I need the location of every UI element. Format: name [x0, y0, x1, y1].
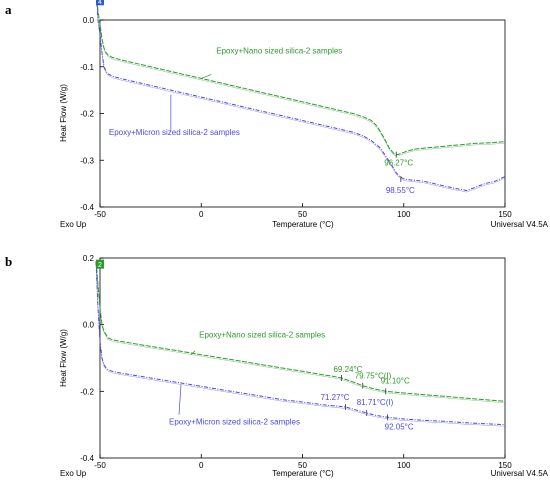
series-line-micron-trace	[96, 0, 506, 193]
series-line-micron	[95, 261, 506, 426]
svg-text:69.24°C: 69.24°C	[333, 365, 362, 374]
svg-text:4: 4	[98, 0, 102, 6]
y-axis-label-b: Heat Flow (W/g)	[59, 329, 68, 387]
svg-text:Epoxy+Micron sized silica-2 sa: Epoxy+Micron sized silica-2 samples	[169, 418, 300, 427]
svg-text:79.75°C(I): 79.75°C(I)	[355, 372, 392, 381]
svg-text:91.10°C: 91.10°C	[381, 376, 410, 385]
transition-temperature-label: 92.05°C	[385, 414, 414, 431]
chart-marks-b: 2 Epoxy+Nano sized silica-2 samples Epoxy+…	[95, 259, 506, 431]
y-tick-label: -0.4	[80, 203, 94, 212]
series-label: Epoxy+Nano sized silica-2 samples	[190, 331, 325, 355]
y-tick-label: -0.2	[80, 387, 94, 396]
series-line-nano	[96, 0, 506, 156]
exo-up-label-a: Exo Up	[60, 220, 87, 229]
y-tick-label: -0.1	[80, 63, 94, 72]
svg-text:Epoxy+Nano sized silica-2 samp: Epoxy+Nano sized silica-2 samples	[199, 331, 325, 340]
y-tick-label: -0.3	[80, 156, 94, 165]
x-tick-label: -50	[94, 210, 106, 219]
x-tick-label: 0	[199, 461, 204, 470]
svg-text:96.27°C: 96.27°C	[384, 159, 413, 168]
x-tick-label: -50	[94, 461, 106, 470]
svg-text:71.27°C: 71.27°C	[321, 393, 350, 402]
series-line-nano-trace	[96, 0, 506, 157]
x-tick-label: 150	[498, 461, 512, 470]
svg-text:Epoxy+Nano sized silica-2 samp: Epoxy+Nano sized silica-2 samples	[216, 46, 342, 55]
transition-temperature-label: 79.75°C(I)	[355, 372, 392, 389]
x-tick-label: 0	[199, 210, 204, 219]
software-version-label-a: Universal V4.5A	[491, 220, 549, 229]
transition-temperature-label: 71.27°C	[321, 393, 350, 410]
chart-marks-a: 4 Epoxy+Nano sized silica-2 samples Epoxy+…	[96, 0, 506, 195]
y-tick-label: 0.0	[83, 16, 95, 25]
plot-frame-b	[99, 257, 506, 459]
series-label: Epoxy+Micron sized silica-2 samples	[169, 384, 300, 427]
x-axis-label-b: Temperature (°C)	[272, 469, 334, 478]
svg-text:92.05°C: 92.05°C	[385, 422, 414, 431]
series-line-nano	[95, 261, 506, 402]
panel-letter-a: a	[5, 2, 12, 17]
y-tick-label: -0.4	[80, 454, 94, 463]
x-tick-label: 100	[397, 461, 411, 470]
series-line-micron-trace	[95, 262, 506, 427]
transition-temperature-label: 69.24°C	[333, 365, 363, 381]
x-tick-label: 100	[397, 210, 411, 219]
axis-ticks-b: -50 0 50 100 150 0.2 0.0 -0.2 -0.4	[80, 254, 512, 470]
series-line-nano-trace	[95, 262, 506, 404]
y-tick-label: 0.2	[83, 254, 95, 263]
series-label: Epoxy+Micron sized silica-2 samples	[109, 94, 240, 137]
svg-text:98.55°C: 98.55°C	[386, 186, 415, 195]
panel-a: a -50 0 50 100 150 0.0 -0.1 -0.2 -0.3 -0.4 4 Epoxy…	[5, 0, 549, 229]
series-label: Epoxy+Nano sized silica-2 samples	[201, 46, 342, 79]
x-axis-label-a: Temperature (°C)	[272, 220, 334, 229]
svg-text:2: 2	[98, 262, 102, 269]
x-tick-label: 150	[498, 210, 512, 219]
curve-marker-tag: 2	[96, 259, 104, 269]
series-line-micron	[96, 0, 506, 192]
panel-letter-b: b	[5, 254, 12, 269]
curve-marker-tag: 4	[96, 0, 104, 6]
y-axis-label-a: Heat Flow (W/g)	[59, 84, 68, 142]
panel-b: b -50 0 50 100 150 0.2 0.0 -0.2 -0.4 2 Epoxy+Nano…	[5, 254, 549, 478]
y-tick-label: -0.2	[80, 110, 94, 119]
transition-temperature-label: 91.10°C	[381, 376, 410, 395]
exo-up-label-b: Exo Up	[60, 469, 87, 478]
transition-temperature-label: 98.55°C	[386, 175, 415, 195]
x-tick-label: 50	[298, 461, 307, 470]
axis-ticks-a: -50 0 50 100 150 0.0 -0.1 -0.2 -0.3 -0.4	[80, 16, 512, 219]
transition-temperature-label: 96.27°C	[384, 151, 413, 168]
software-version-label-b: Universal V4.5A	[491, 469, 549, 478]
svg-text:Epoxy+Micron sized silica-2 sa: Epoxy+Micron sized silica-2 samples	[109, 128, 240, 137]
y-tick-label: 0.0	[83, 321, 95, 330]
transition-temperature-label: 81.71°C(I)	[357, 398, 394, 416]
svg-text:81.71°C(I): 81.71°C(I)	[357, 398, 394, 407]
x-tick-label: 50	[298, 210, 307, 219]
